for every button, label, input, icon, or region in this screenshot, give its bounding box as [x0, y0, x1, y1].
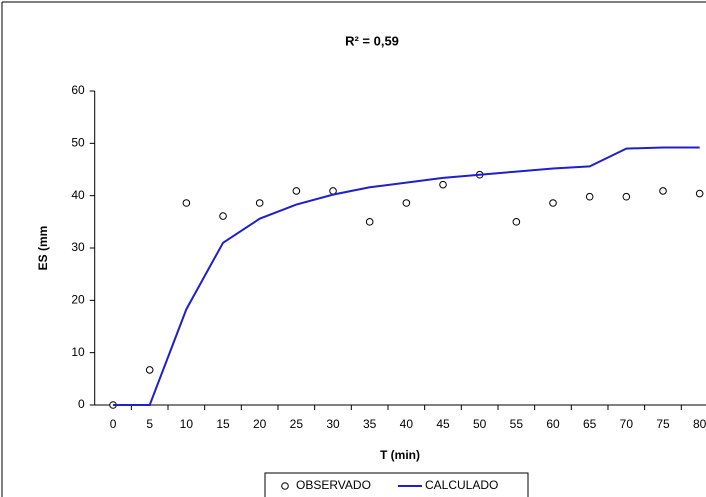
data-point: [255, 199, 264, 207]
y-tick-label: 30: [71, 240, 85, 254]
data-point: [659, 187, 667, 195]
data-line: [113, 146, 700, 406]
data-point: [145, 366, 154, 374]
x-tick-label: 5: [146, 417, 153, 431]
chart-title: R² = 0,59: [345, 33, 399, 48]
data-point: [622, 192, 631, 201]
data-point: [182, 199, 191, 207]
y-tick-label: 20: [71, 293, 85, 307]
y-tick-label: 40: [71, 188, 85, 202]
x-tick-label: 15: [216, 417, 230, 431]
x-axis-label: T (min): [380, 448, 420, 462]
x-tick-label: 30: [326, 417, 340, 431]
legend-marker: [281, 482, 289, 490]
legend: [264, 472, 529, 497]
data-point: [292, 187, 301, 195]
x-tick-label: 0: [110, 417, 117, 431]
x-tick-label: 25: [290, 417, 304, 431]
y-tick-label: 50: [71, 136, 85, 150]
x-tick-label: 40: [400, 417, 414, 431]
legend-label: CALCULADO: [425, 478, 498, 492]
x-tick-label: 60: [546, 417, 560, 431]
y-tick-label: 60: [71, 83, 85, 97]
y-axis-label: ES (mm: [36, 226, 50, 271]
x-tick-label: 70: [620, 417, 634, 431]
x-tick-label: 80: [693, 417, 706, 431]
x-tick-label: 20: [253, 417, 267, 431]
x-tick-label: 50: [473, 417, 487, 431]
x-tick-label: 45: [436, 417, 450, 431]
legend-label: OBSERVADO: [296, 478, 371, 492]
data-point: [219, 212, 227, 220]
data-point: [365, 218, 374, 226]
x-tick-label: 35: [363, 417, 377, 431]
y-tick-label: 0: [78, 397, 85, 411]
y-tick-label: 10: [71, 345, 85, 359]
x-tick-label: 10: [180, 417, 194, 431]
data-point: [585, 192, 594, 201]
x-tick-label: 55: [510, 417, 524, 431]
data-point: [439, 180, 447, 189]
data-point: [402, 199, 411, 207]
data-point: [512, 218, 521, 226]
x-tick-label: 65: [583, 417, 597, 431]
data-point: [549, 199, 557, 207]
x-tick-label: 75: [656, 417, 670, 431]
data-point: [695, 189, 704, 198]
